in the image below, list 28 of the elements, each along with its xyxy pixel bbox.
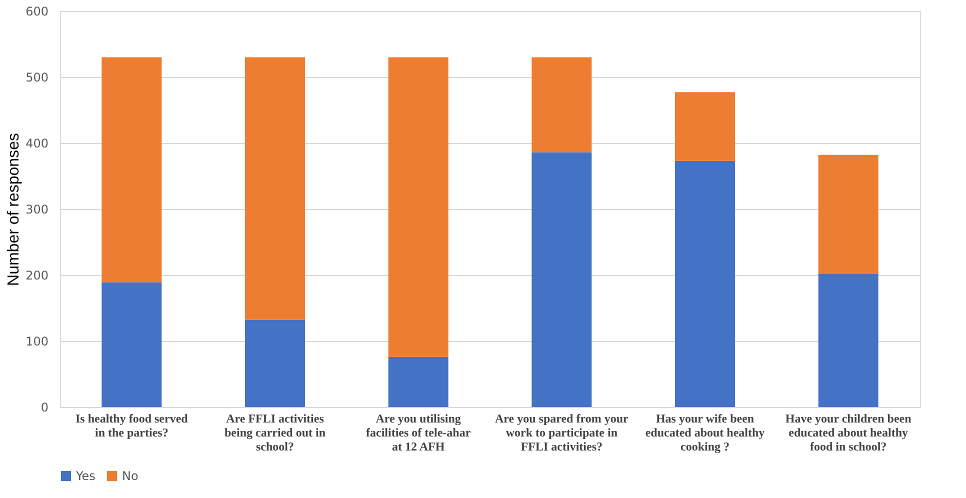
bar <box>675 160 735 407</box>
legend-label: Yes <box>75 469 96 483</box>
y-tick-label: 200 <box>26 268 48 282</box>
y-tick-label: 100 <box>26 334 48 348</box>
y-tick-label: 0 <box>40 400 48 414</box>
bar <box>102 57 162 282</box>
bar <box>818 154 878 274</box>
y-axis-title: Number of responses <box>6 133 23 286</box>
bar <box>388 356 448 407</box>
bar <box>532 152 592 407</box>
x-tick-label: Is healthy food served in the parties? <box>75 412 188 440</box>
bar <box>388 57 448 357</box>
bar <box>818 274 878 407</box>
legend-label: No <box>122 469 138 483</box>
x-tick-label: Are you spared from your work to participate in FFLI activities? <box>494 412 629 454</box>
y-tick-label: 600 <box>26 4 48 18</box>
x-tick-label: Have your children been educated about healthy food in school? <box>785 412 912 454</box>
bar <box>245 320 305 407</box>
x-tick-label: Has your wife been educated about healthy cooking ? <box>645 412 765 454</box>
y-tick-label: 300 <box>26 202 48 216</box>
bar <box>675 92 735 161</box>
x-tick-label: Are you utilising facilities of tele-ahar at 12 AFH <box>366 412 472 454</box>
bar <box>532 57 592 152</box>
x-tick-label: Are FFLI activities being carried out in school? <box>224 412 326 454</box>
bar <box>102 282 162 407</box>
bar <box>245 57 305 320</box>
y-tick-label: 400 <box>26 136 48 150</box>
y-tick-label: 500 <box>26 70 48 84</box>
